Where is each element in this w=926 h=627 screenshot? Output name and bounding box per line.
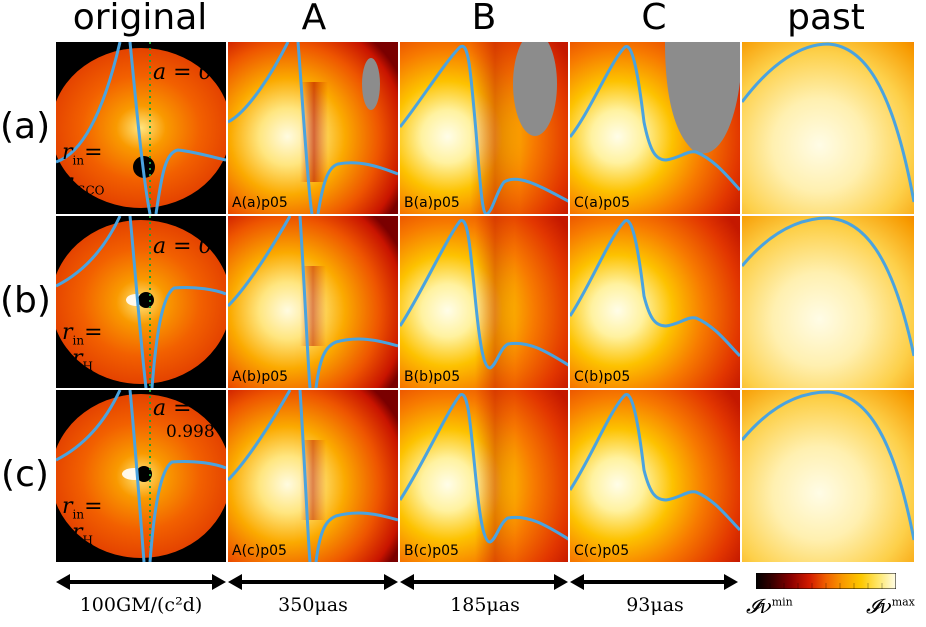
panel-past-a	[742, 42, 914, 214]
column-title-C: C	[641, 0, 667, 38]
curve-C-c	[570, 393, 740, 532]
rin-label-a: rin=	[62, 140, 103, 168]
panel-A-c: A(c)p05	[228, 390, 398, 562]
panel-original-b	[56, 216, 226, 388]
curve-original-b	[56, 216, 226, 388]
curve-B-b	[400, 219, 570, 370]
column-title-A: A	[301, 0, 327, 38]
scale-label-original: 100GM/(c²d)	[79, 594, 203, 616]
panel-label-C-a: C(a)p05	[574, 195, 630, 211]
scale-label-B: 185μas	[450, 594, 520, 616]
scale-label-A: 350μas	[278, 594, 348, 616]
rin-label-b: rin=	[62, 320, 103, 348]
colorbar-max-label: 𝓘νmax	[866, 594, 915, 618]
panel-B-a: B(a)p05	[400, 42, 570, 214]
row-label-b: (b)	[0, 280, 51, 321]
panel-C-b: C(b)p05	[570, 216, 740, 388]
column-title-B: B	[471, 0, 497, 38]
spin-label-a: a = 0	[153, 60, 213, 85]
panel-original-a	[56, 42, 226, 214]
panel-label-C-c: C(c)p05	[574, 543, 630, 559]
curve-past-b	[742, 216, 914, 357]
curve-B-c	[400, 393, 570, 544]
scale-arrows	[56, 574, 738, 590]
panel-B-c: B(c)p05	[400, 390, 570, 562]
row-label-c: (c)	[1, 454, 49, 495]
column-title-original: original	[72, 0, 208, 38]
curve-A-b	[228, 216, 398, 388]
curve-C-b	[570, 219, 740, 358]
panel-label-B-c: B(c)p05	[404, 543, 459, 559]
colorbar-min-label: 𝓘νmin	[746, 594, 793, 618]
rin-label-c: rin=	[62, 494, 103, 522]
curve-past-a	[742, 42, 914, 203]
risco-label-a: rISCO	[62, 170, 105, 198]
panel-label-B-a: B(a)p05	[404, 195, 460, 211]
panel-label-A-c: A(c)p05	[232, 543, 287, 559]
panel-label-C-b: C(b)p05	[574, 369, 631, 385]
spin-label-b: a = 0	[153, 234, 213, 259]
occlusion-B-a	[513, 42, 557, 136]
panel-A-b: A(b)p05	[228, 216, 398, 388]
panel-B-b: B(b)p05	[400, 216, 570, 388]
row-label-a: (a)	[0, 106, 51, 147]
panel-label-A-b: A(b)p05	[232, 369, 289, 385]
rh-label-b: rH	[72, 346, 93, 374]
scale-label-C: 93μas	[626, 594, 684, 616]
curve-past-c	[742, 390, 914, 541]
column-title-past: past	[787, 0, 865, 38]
spin-value-c: 0.998	[166, 422, 215, 442]
panel-label-B-b: B(b)p05	[404, 369, 461, 385]
panel-original-c	[56, 390, 226, 562]
panel-past-b	[742, 216, 914, 388]
curve-original-c	[56, 390, 226, 562]
rh-label-c: rH	[72, 520, 93, 548]
occlusion-A-a	[362, 58, 380, 110]
curve-A-c	[228, 390, 398, 562]
curve-A-a	[228, 42, 398, 214]
spin-label-c: a =	[153, 396, 192, 421]
curve-B-a	[400, 44, 570, 214]
curve-original-a	[56, 42, 226, 214]
panel-C-c: C(c)p05	[570, 390, 740, 562]
curve-C-a	[570, 45, 740, 192]
black-hole-c	[136, 466, 152, 482]
colorbar	[756, 573, 896, 589]
panel-A-a: A(a)p05	[228, 42, 398, 214]
panel-C-a: C(a)p05	[570, 42, 740, 214]
panel-label-A-a: A(a)p05	[232, 195, 288, 211]
panel-past-c	[742, 390, 914, 562]
occlusion-C-a	[665, 42, 740, 154]
